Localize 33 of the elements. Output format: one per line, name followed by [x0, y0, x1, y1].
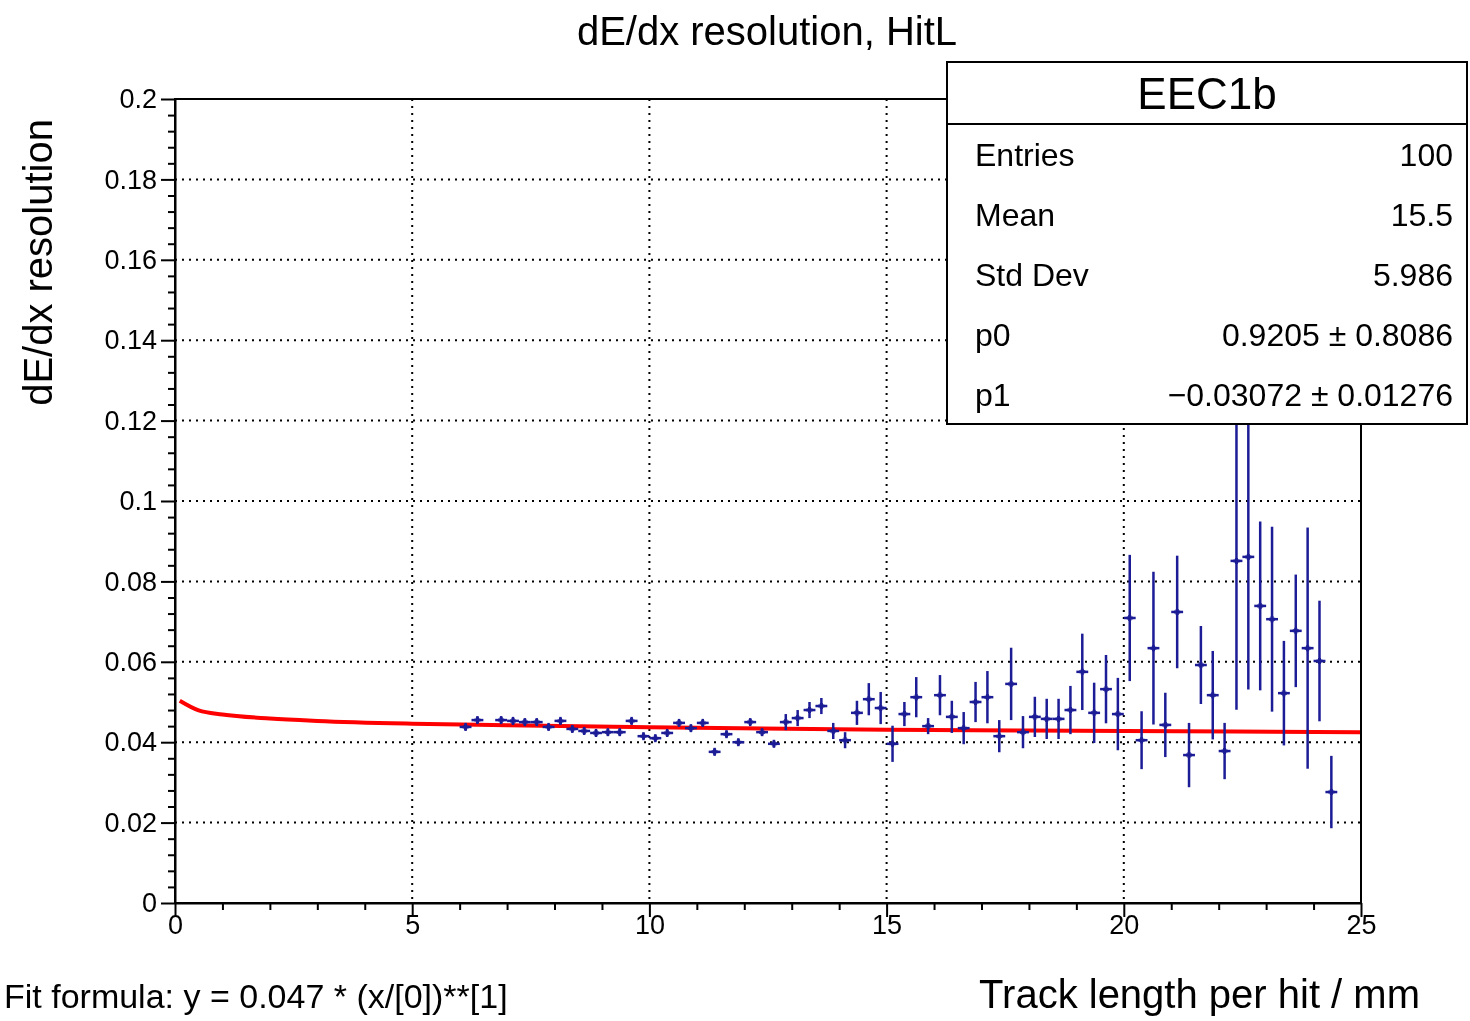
annotation: 0.9205 ± 0.8086 — [1221, 317, 1453, 353]
annotation: Mean — [975, 197, 1056, 233]
x-tick-label: 0 — [167, 910, 184, 941]
y-tick-label: 0.08 — [104, 566, 157, 597]
annotation: EEC1b — [1137, 69, 1277, 118]
y-tick-label: 0.1 — [119, 486, 157, 517]
y-tick-label: 0.18 — [104, 164, 157, 195]
x-tick-label: 20 — [1109, 910, 1140, 941]
chart-title: dE/dx resolution, HitL — [576, 9, 958, 53]
x-axis-title: Track length per hit / mm — [979, 972, 1420, 1016]
annotation: p1 — [975, 377, 1011, 413]
y-tick-label: 0 — [141, 888, 157, 919]
line-series — [177, 698, 1363, 735]
y-tick-label: 0.12 — [104, 405, 157, 436]
y-axis-title: dE/dx resolution — [16, 119, 60, 406]
x-tick-label: 10 — [634, 910, 665, 941]
annotation: p0 — [975, 317, 1011, 353]
y-tick-label: 0.04 — [104, 727, 157, 758]
text: 5.986 — [1372, 257, 1453, 293]
x-tick-label: 15 — [872, 910, 903, 941]
y-tick-label: 0.02 — [104, 807, 157, 838]
text: 15.5 — [1390, 197, 1453, 233]
text: Fit formula: y = 0.047 * (x/[0])**[1] — [4, 977, 508, 1015]
x-tick-label: 5 — [405, 910, 421, 941]
y-tick-label: 0.06 — [104, 646, 157, 677]
y-tick-label: 0.2 — [119, 84, 157, 115]
annotation: Entries — [975, 137, 1075, 173]
annotation: −0.03072 ± 0.01276 — [1167, 377, 1453, 413]
y-tick-label: 0.16 — [104, 244, 157, 275]
x-tick-label: 25 — [1346, 910, 1377, 941]
y-tick-label: 0.14 — [104, 325, 157, 356]
annotation: Std Dev — [975, 257, 1089, 293]
text: 100 — [1399, 137, 1453, 173]
